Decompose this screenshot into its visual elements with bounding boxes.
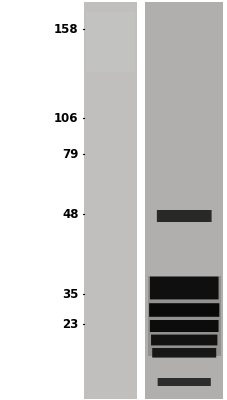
FancyBboxPatch shape [149, 277, 218, 299]
FancyBboxPatch shape [152, 348, 215, 358]
Text: 158: 158 [54, 23, 78, 36]
Bar [84, 2, 137, 399]
Text: 23: 23 [62, 318, 78, 330]
Text: 79: 79 [62, 148, 78, 160]
FancyBboxPatch shape [150, 334, 216, 345]
FancyBboxPatch shape [157, 378, 210, 386]
Bar [145, 2, 222, 399]
Bar [137, 2, 145, 399]
FancyBboxPatch shape [148, 303, 218, 317]
Text: 35: 35 [62, 288, 78, 300]
Bar [147, 276, 220, 356]
FancyBboxPatch shape [156, 210, 211, 222]
FancyBboxPatch shape [149, 320, 218, 332]
Bar [86, 12, 135, 72]
Text: 106: 106 [54, 112, 78, 124]
Text: 48: 48 [62, 208, 78, 220]
